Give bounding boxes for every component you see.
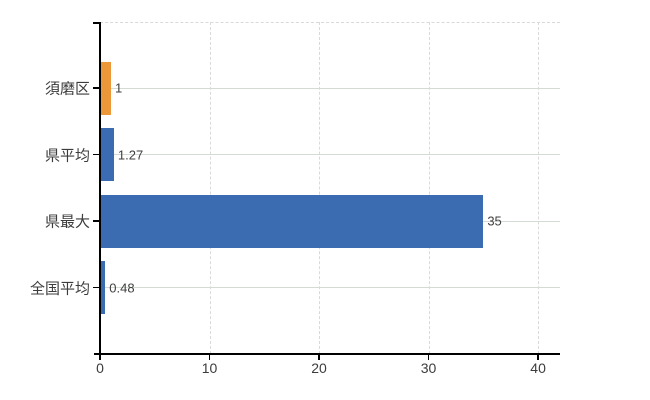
value-label: 1.27 bbox=[117, 147, 144, 163]
bar bbox=[101, 128, 114, 182]
gridline-vertical bbox=[428, 22, 430, 354]
value-label: 35 bbox=[487, 213, 502, 229]
y-axis-tick bbox=[93, 220, 100, 222]
x-tick-label: 40 bbox=[530, 360, 546, 376]
gridline-vertical bbox=[319, 22, 321, 354]
x-axis-tick bbox=[208, 354, 211, 360]
x-axis-tick bbox=[427, 354, 430, 360]
category-label: 須磨区 bbox=[44, 80, 90, 98]
x-axis bbox=[94, 353, 560, 355]
x-tick-label: 20 bbox=[311, 360, 327, 376]
category-label: 県平均 bbox=[44, 147, 90, 165]
x-tick-label: 30 bbox=[420, 360, 437, 376]
gridline-vertical bbox=[538, 22, 540, 354]
gridline-row bbox=[100, 87, 560, 89]
y-axis-tick bbox=[93, 153, 100, 156]
y-axis-tick bbox=[93, 87, 100, 89]
bar bbox=[101, 194, 484, 248]
x-tick-label: 0 bbox=[96, 360, 104, 376]
category-label: 県最大 bbox=[44, 213, 90, 231]
plot-top-border bbox=[100, 22, 560, 23]
x-axis-tick bbox=[318, 354, 320, 360]
bar bbox=[101, 261, 106, 315]
y-axis-tick bbox=[93, 286, 100, 289]
gridline-row bbox=[100, 287, 560, 289]
gridline-row bbox=[100, 154, 560, 156]
value-label: 0.48 bbox=[109, 280, 135, 296]
category-label: 全国平均 bbox=[29, 280, 90, 298]
x-axis-tick bbox=[537, 354, 539, 360]
y-axis-top-tick bbox=[93, 22, 100, 24]
value-label: 1 bbox=[114, 80, 123, 96]
x-tick-label: 10 bbox=[201, 360, 218, 376]
bar bbox=[101, 61, 111, 115]
gridline-vertical bbox=[209, 22, 211, 354]
x-axis-tick bbox=[99, 354, 101, 360]
y-axis bbox=[99, 22, 101, 360]
